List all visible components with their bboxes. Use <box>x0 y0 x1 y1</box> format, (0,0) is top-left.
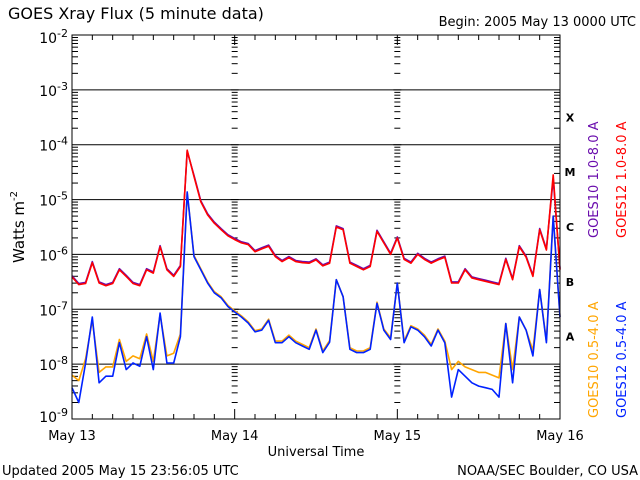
flare-class-label: X <box>566 111 575 124</box>
y-tick-base: 10 <box>39 139 57 155</box>
y-tick-label: 10-9 <box>39 406 68 426</box>
legend-entry: GOES12 0.5-4.0 A <box>615 301 630 418</box>
x-tick-label: May 13 <box>48 429 96 444</box>
legend: GOES10 1.0-8.0 A GOES12 1.0-8.0 A GOES10 0… <box>587 121 630 418</box>
y-tick-label: 10-6 <box>39 244 68 264</box>
y-tick-exp: -5 <box>57 190 68 203</box>
grid <box>72 89 560 365</box>
flare-class-label: M <box>565 166 576 179</box>
y-tick-label: 10-8 <box>39 354 68 374</box>
y-tick-base: 10 <box>39 358 57 374</box>
y-tick-labels: 10-210-310-410-510-610-710-810-9 <box>39 27 68 426</box>
y-tick-exp: -6 <box>57 244 68 257</box>
y-tick-base: 10 <box>39 410 57 426</box>
y-tick-base: 10 <box>39 194 57 210</box>
flare-class-label: A <box>566 331 575 344</box>
y-tick-label: 10-7 <box>39 299 68 319</box>
credit: NOAA/SEC Boulder, CO USA <box>457 464 638 479</box>
legend-entry: GOES12 1.0-8.0 A <box>615 121 630 238</box>
x-tick-label: May 16 <box>536 429 584 444</box>
y-tick-base: 10 <box>39 303 57 319</box>
updated-timestamp: Updated 2005 May 15 23:56:05 UTC <box>2 464 239 479</box>
svg-text:Watts m-2: Watts m-2 <box>9 191 28 263</box>
series-line-goes10-1-0-8-0-a <box>71 150 561 286</box>
axis-ticks <box>71 35 561 420</box>
x-axis-label: Universal Time <box>268 445 365 460</box>
y-tick-label: 10-2 <box>39 27 68 47</box>
y-axis-label-text: Watts m <box>10 201 28 263</box>
y-tick-exp: -7 <box>57 299 68 312</box>
series-line-goes12-0-5-4-0-a <box>71 191 561 404</box>
x-tick-label: May 14 <box>211 429 259 444</box>
plot-frame <box>71 34 561 420</box>
y-tick-exp: -3 <box>57 80 68 93</box>
y-tick-exp: -2 <box>57 27 68 40</box>
y-tick-base: 10 <box>39 31 57 47</box>
legend-entry: GOES10 0.5-4.0 A <box>587 301 602 418</box>
x-tick-labels: May 13 May 14 May 15 May 16 <box>48 429 584 444</box>
y-tick-base: 10 <box>39 84 57 100</box>
y-tick-label: 10-5 <box>39 190 68 210</box>
flare-class-labels: X M C B A <box>565 111 576 343</box>
chart-title: GOES Xray Flux (5 minute data) <box>8 4 264 23</box>
y-tick-exp: -9 <box>57 406 68 419</box>
legend-entry: GOES10 1.0-8.0 A <box>587 121 602 238</box>
y-tick-base: 10 <box>39 248 57 264</box>
y-tick-label: 10-4 <box>39 135 68 155</box>
y-tick-label: 10-3 <box>39 80 68 100</box>
y-tick-exp: -4 <box>57 135 68 148</box>
flare-class-label: B <box>566 276 574 289</box>
x-tick-label: May 15 <box>374 429 422 444</box>
begin-label: Begin: 2005 May 13 0000 UTC <box>439 15 636 30</box>
y-axis-label: Watts m-2 <box>9 191 28 263</box>
flare-class-label: C <box>566 221 574 234</box>
series-lines <box>71 149 561 404</box>
series-line-goes12-1-0-8-0-a <box>71 149 561 287</box>
y-axis-label-sup: -2 <box>9 191 20 201</box>
y-tick-exp: -8 <box>57 354 68 367</box>
series-line-goes10-0-5-4-0-a <box>71 192 561 382</box>
